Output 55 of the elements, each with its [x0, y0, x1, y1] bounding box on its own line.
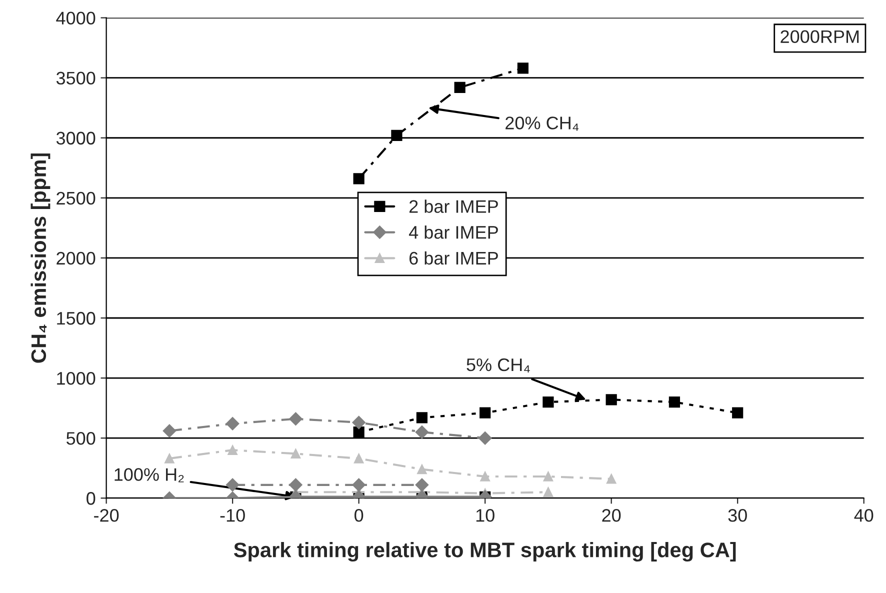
- point: [543, 472, 554, 482]
- point: [606, 394, 617, 406]
- x-tick-label: 40: [854, 509, 874, 522]
- point: [164, 454, 174, 464]
- y-tick-label: 1000: [57, 372, 96, 385]
- point: [353, 173, 364, 184]
- y-axis-title: CH₄ emissions [ppm]: [30, 153, 50, 363]
- y-tick-label: 1500: [57, 312, 96, 325]
- x-tick-label: 10: [476, 509, 494, 522]
- y-tick-label: 500: [66, 432, 96, 445]
- point: [606, 474, 616, 484]
- y-tick-label: 4000: [56, 12, 96, 25]
- point: [162, 424, 176, 438]
- point: [543, 487, 554, 497]
- point: [354, 454, 364, 464]
- x-tick-label: 30: [728, 509, 747, 522]
- x-tick-label: 20: [602, 509, 621, 522]
- point: [228, 445, 238, 455]
- point: [480, 472, 490, 482]
- point: [480, 407, 491, 418]
- point: [478, 431, 492, 445]
- annotation: 2000RPM: [780, 30, 859, 44]
- point: [415, 425, 429, 439]
- y-tick-label: 2000: [56, 252, 96, 265]
- point: [517, 62, 529, 74]
- point: [290, 448, 301, 459]
- y-tick-label: 0: [86, 492, 96, 505]
- annotation: 20% CH₄: [506, 116, 579, 131]
- point: [353, 426, 364, 438]
- y-tick-label: 3500: [56, 72, 96, 85]
- point: [289, 478, 302, 492]
- point: [454, 82, 466, 93]
- point: [417, 464, 427, 474]
- legend-label: 4 bar IMEP: [408, 226, 498, 239]
- legend-label: 2 bar IMEP: [409, 200, 498, 213]
- annotation: 5% CH₄: [466, 358, 530, 373]
- point: [352, 478, 366, 492]
- x-tick-label: 0: [354, 509, 364, 522]
- point: [352, 416, 366, 430]
- y-tick-label: 2500: [56, 192, 96, 205]
- point: [415, 478, 429, 492]
- legend-label: 6 bar IMEP: [409, 251, 498, 265]
- point: [391, 130, 402, 142]
- point: [542, 396, 554, 408]
- x-axis-title: Spark timing relative to MBT spark timing [deg CA]: [234, 542, 736, 562]
- annotation: 100% H₂: [114, 468, 184, 482]
- point: [226, 417, 240, 430]
- point: [226, 478, 240, 492]
- point: [732, 407, 744, 418]
- y-tick-label: 3000: [56, 132, 96, 145]
- point: [416, 412, 428, 424]
- x-tick-label: -20: [94, 509, 119, 522]
- point: [289, 412, 302, 426]
- point: [668, 396, 680, 408]
- x-tick-label: -10: [220, 509, 245, 522]
